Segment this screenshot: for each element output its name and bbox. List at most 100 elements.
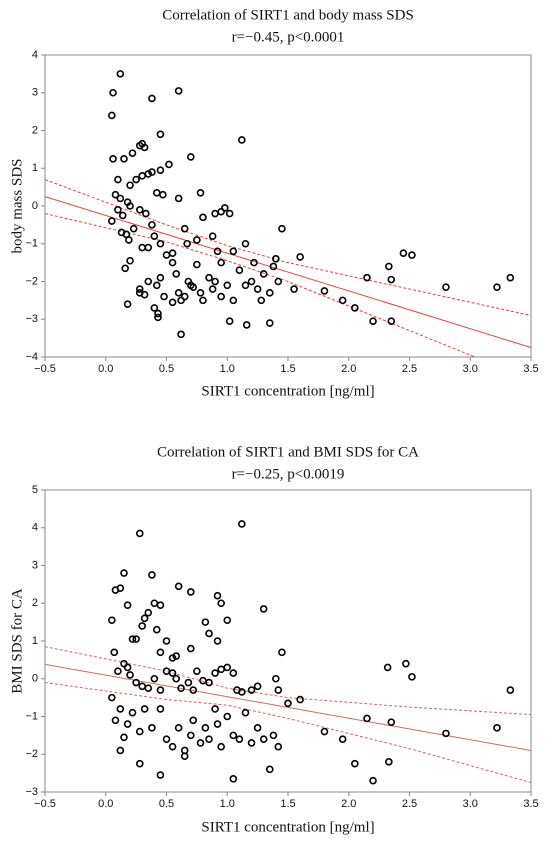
- regression-line: [45, 196, 531, 349]
- data-point: [144, 608, 153, 617]
- data-point: [135, 289, 144, 297]
- data-point: [274, 277, 283, 286]
- data-point: [238, 136, 246, 144]
- data-point: [144, 243, 153, 252]
- data-point: [156, 239, 165, 248]
- data-point: [193, 236, 201, 244]
- data-point: [196, 739, 205, 747]
- data-point: [174, 582, 183, 591]
- data-point: [351, 759, 359, 768]
- data-point: [168, 258, 177, 267]
- data-point: [229, 774, 238, 783]
- data-point: [148, 571, 156, 579]
- data-point: [196, 188, 205, 197]
- data-point: [229, 731, 238, 740]
- data-point: [187, 731, 195, 740]
- data-point: [177, 296, 185, 305]
- data-point: [152, 188, 161, 197]
- data-point: [125, 236, 133, 244]
- data-point: [174, 724, 183, 732]
- data-point: [109, 155, 117, 163]
- data-point: [144, 684, 153, 692]
- data-point: [196, 289, 205, 297]
- data-point: [108, 616, 116, 625]
- data-point: [156, 686, 165, 694]
- data-point: [269, 731, 278, 740]
- fit-lines: [45, 646, 531, 784]
- y-tick-label: 1: [32, 635, 38, 647]
- data-point: [148, 724, 156, 732]
- data-point: [108, 693, 116, 702]
- y-tick-label: 0: [32, 673, 38, 685]
- data-point: [126, 256, 134, 265]
- data-point: [156, 705, 165, 713]
- data-point: [168, 249, 177, 257]
- data-point: [154, 313, 162, 322]
- x-axis-label: SIRT1 concentration [ng/ml]: [201, 819, 374, 835]
- y-tick-label: 1: [32, 162, 38, 174]
- data-point: [121, 264, 129, 273]
- data-point: [385, 757, 393, 766]
- data-point: [189, 686, 198, 694]
- data-point: [144, 277, 153, 286]
- data-point: [132, 678, 140, 687]
- data-point: [128, 708, 137, 717]
- data-point: [272, 255, 280, 263]
- data-point: [320, 727, 329, 736]
- data-point: [442, 729, 450, 738]
- data-point: [205, 678, 213, 687]
- data-point: [269, 262, 278, 271]
- data-point: [338, 735, 347, 743]
- data-point: [168, 742, 177, 751]
- data-point: [156, 648, 165, 657]
- data-point: [140, 614, 149, 623]
- data-point: [110, 648, 119, 657]
- data-point: [338, 296, 347, 305]
- data-point: [152, 281, 161, 290]
- data-point: [138, 682, 146, 691]
- data-point: [180, 752, 189, 760]
- data-point: [369, 776, 377, 785]
- data-point: [156, 771, 165, 779]
- data-point: [162, 251, 171, 259]
- data-point: [132, 635, 140, 643]
- x-tick-label: 3.5: [523, 798, 538, 810]
- data-point: [238, 688, 246, 696]
- data-point: [187, 644, 195, 653]
- chart-subtitle: r=−0.25, p<0.0019: [232, 466, 345, 482]
- data-point: [225, 209, 234, 218]
- fit-lines: [45, 179, 531, 357]
- y-tick-label: 2: [32, 597, 38, 609]
- data-point: [493, 724, 501, 732]
- data-point: [229, 247, 238, 256]
- data-point: [247, 739, 256, 747]
- data-point: [235, 735, 244, 743]
- y-tick-label: 2: [32, 124, 38, 136]
- data-point: [205, 273, 213, 282]
- data-point: [199, 676, 207, 685]
- data-point: [120, 569, 128, 577]
- data-point: [217, 599, 225, 608]
- data-point: [116, 584, 125, 592]
- data-point: [265, 319, 274, 327]
- data-point: [150, 599, 159, 608]
- data-point: [274, 686, 283, 694]
- y-tick-label: −3: [25, 313, 38, 325]
- x-tick-label: 0.5: [159, 363, 174, 375]
- data-point: [187, 588, 195, 596]
- data-point: [213, 247, 222, 256]
- data-point: [259, 735, 268, 743]
- x-axis-label: SIRT1 concentration [ng/ml]: [201, 383, 374, 399]
- data-point: [180, 224, 189, 233]
- y-tick-label: −1: [25, 710, 38, 722]
- data-point: [253, 682, 262, 691]
- data-point: [138, 243, 146, 252]
- data-point: [114, 205, 122, 214]
- data-point: [211, 669, 219, 677]
- data-point: [123, 300, 132, 308]
- data-point: [126, 181, 134, 190]
- y-axis-label: BMI SDS for CA: [9, 588, 25, 694]
- data-point: [193, 260, 201, 269]
- y-tick-label: −1: [25, 238, 38, 250]
- data-point: [284, 699, 292, 708]
